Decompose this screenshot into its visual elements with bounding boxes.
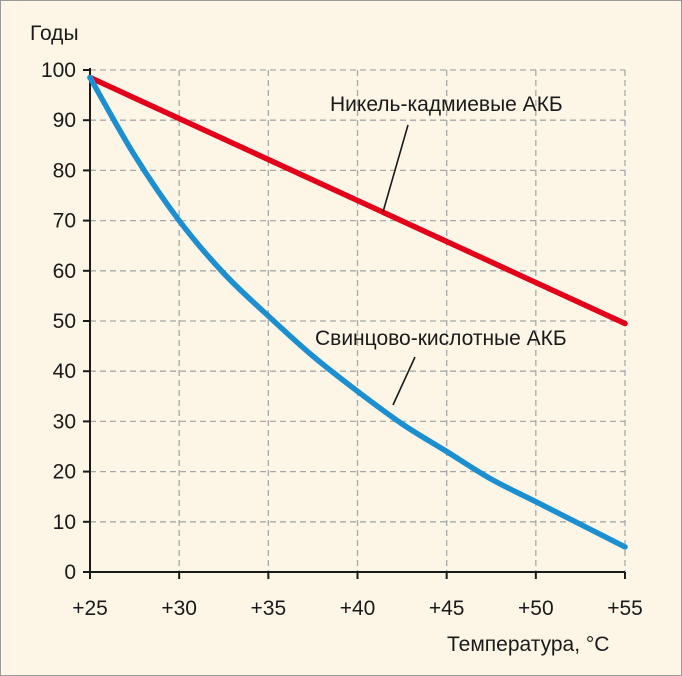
leader-line-nicd	[382, 124, 409, 213]
series-label-lead-acid: Свинцово-кислотные АКБ	[315, 327, 567, 350]
axes	[83, 68, 626, 579]
y-tick-label: 30	[53, 410, 76, 433]
grid	[90, 69, 626, 572]
series-line-lead-acid	[87, 74, 628, 550]
x-tick-labels: +25 +30 +35 +40 +45 +50 +55	[72, 597, 643, 620]
y-tick-label: 50	[53, 310, 76, 333]
x-tick-label: +25	[72, 597, 108, 620]
leader-line-lead-acid	[392, 356, 416, 406]
y-tick-label: 60	[53, 260, 76, 283]
y-tick-label: 90	[53, 109, 76, 132]
series-label-nicd: Никель-кадмиевые АКБ	[330, 93, 563, 116]
x-tick-label: +55	[607, 597, 643, 620]
y-tick-label: 70	[53, 210, 76, 233]
y-tick-label: 0	[64, 561, 76, 584]
x-tick-label: +40	[340, 597, 376, 620]
y-tick-label: 10	[53, 511, 76, 534]
x-tick-label: +35	[251, 597, 287, 620]
x-axis-title: Температура, °C	[447, 633, 609, 656]
x-tick-label: +50	[518, 597, 554, 620]
y-tick-label: 80	[53, 159, 76, 182]
y-tick-label: 100	[41, 59, 76, 82]
x-tick-label: +45	[429, 597, 465, 620]
label-leader-lines	[382, 124, 416, 406]
x-tick-label: +30	[161, 597, 197, 620]
series-line-nicd	[87, 74, 628, 327]
y-tick-label: 20	[53, 461, 76, 484]
y-tick-label: 40	[53, 360, 76, 383]
y-axis-title: Годы	[30, 22, 79, 45]
series-lines	[87, 74, 628, 550]
y-tick-labels: 0 10 20 30 40 50 60 70 80 90 100	[41, 59, 76, 584]
